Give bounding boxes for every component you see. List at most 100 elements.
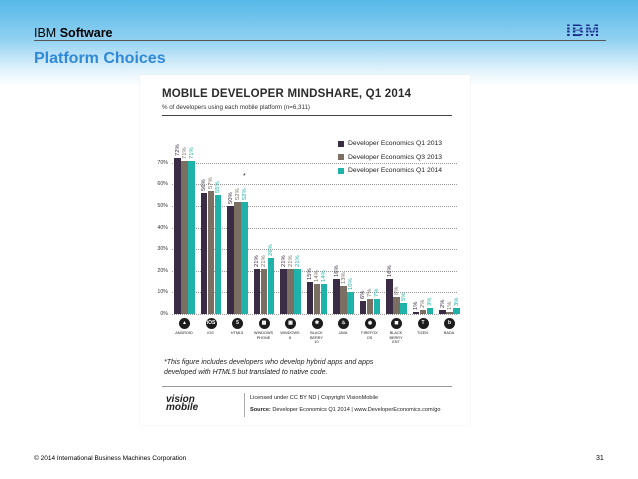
bar-value-label: 52% — [234, 188, 241, 200]
bar-value-label: 3% — [453, 297, 460, 306]
attribution-separator — [244, 393, 245, 417]
ibm-logo: IBM — [566, 21, 601, 40]
legend-swatch — [338, 140, 344, 147]
windows-phone-icon: ▦ — [258, 318, 270, 329]
bar-value-label: 1% — [413, 301, 419, 310]
category-label: WINDOWS 8 — [280, 331, 300, 340]
bar-value-label: 15% — [307, 267, 313, 280]
legend-label: Developer Economics Q1 2013 — [348, 140, 443, 148]
bar — [453, 307, 460, 314]
bar — [333, 279, 340, 314]
category-label: TIZEN — [417, 331, 428, 335]
windows-8-icon: ▦ — [285, 318, 296, 329]
category-label: BLACK BERRY 10 — [309, 331, 323, 344]
bar-value-label: 21% — [287, 255, 294, 267]
bar — [287, 268, 294, 314]
bar-value-label: 21% — [261, 255, 267, 267]
bar-value-label: 55% — [215, 181, 221, 194]
chart-title: MOBILE DEVELOPER MINDSHARE, Q1 2014 — [162, 88, 412, 100]
bar-value-label: 7% — [367, 288, 373, 297]
legend-swatch — [338, 167, 344, 174]
bar-value-label: 52% — [241, 188, 248, 200]
slide-header-band — [0, 0, 638, 86]
legend-item: Developer Economics Q1 2014 — [338, 164, 442, 178]
ios-icon: iOS — [205, 318, 217, 329]
bar-value-label: 26% — [268, 244, 274, 256]
bar — [241, 201, 248, 314]
bar-value-label: 6% — [360, 290, 366, 300]
chart-figure: MOBILE DEVELOPER MINDSHARE, Q1 2014 % of… — [140, 75, 470, 425]
bar-value-label: 2% — [439, 299, 446, 308]
bar — [393, 296, 400, 314]
bar-value-label: 10% — [347, 278, 354, 291]
bar — [366, 298, 373, 314]
blackberry-10-icon: ✱ — [311, 318, 323, 329]
bar — [188, 160, 195, 314]
slide-title: Platform Choices — [34, 50, 166, 67]
bar — [419, 309, 426, 314]
y-gridline — [172, 249, 457, 251]
y-tick-label: 40% — [157, 224, 168, 231]
bar — [181, 160, 188, 314]
category-label: BLACK BERRY ENT — [389, 331, 403, 344]
bar — [320, 283, 327, 314]
bar — [174, 158, 181, 314]
hybrid-annotation-label: 37% — [242, 218, 248, 231]
visionmobile-logo: vision mobile — [166, 395, 198, 413]
bar — [267, 257, 274, 314]
bar-value-label: 72% — [174, 144, 181, 157]
source-body: Developer Economics Q1 2014 | www.Develo… — [270, 407, 441, 413]
bar — [412, 311, 419, 314]
java-icon: ♨ — [338, 318, 349, 329]
copyright-notice: © 2014 International Business Machines C… — [34, 455, 187, 462]
y-gridline — [172, 270, 457, 273]
brand-bold: Software — [59, 26, 113, 40]
chart-legend: Developer Economics Q1 2013 Developer Eco… — [338, 137, 442, 178]
y-gridline — [172, 206, 457, 208]
brand-label: IBM Software — [34, 26, 113, 40]
license-text: Licensed under CC BY ND | Copyright Visi… — [250, 395, 379, 401]
y-tick-label: 50% — [157, 203, 168, 209]
bar-value-label: 21% — [280, 255, 287, 267]
y-tick-label: 30% — [157, 246, 168, 253]
bar — [347, 292, 354, 314]
bar — [227, 206, 234, 314]
bar — [386, 279, 393, 314]
chart-subtitle: % of developers using each mobile platfo… — [162, 104, 310, 111]
bar-value-label: 14% — [314, 270, 320, 282]
bar — [253, 268, 260, 314]
html5-icon: 5 — [232, 318, 243, 329]
bar-value-label: 56% — [201, 179, 207, 192]
footnote-rule — [162, 386, 452, 387]
legend-item: Developer Economics Q3 2013 — [338, 151, 442, 165]
bar-value-label: 8% — [393, 286, 400, 295]
bar-value-label: 71% — [181, 147, 188, 159]
y-tick-label: 60% — [157, 181, 168, 188]
source-prefix: Source: — [250, 407, 271, 413]
category-label: BADA — [443, 331, 455, 335]
bar — [214, 195, 221, 314]
category-label: HTML5 — [230, 331, 244, 335]
bar — [207, 190, 214, 314]
bar — [446, 311, 453, 314]
bar — [294, 268, 301, 314]
y-gridline — [172, 314, 457, 316]
bar — [400, 303, 407, 314]
bar-value-label: 16% — [386, 265, 393, 278]
category-label: FIREFOX OS — [361, 331, 378, 340]
y-tick-label: 70% — [157, 159, 168, 166]
bar-value-label: 13% — [340, 272, 347, 284]
y-tick-label: 20% — [157, 267, 168, 274]
bada-icon: b — [444, 318, 455, 329]
bar — [373, 298, 380, 314]
bar-value-label: 2% — [420, 299, 426, 308]
chart-footnote: *This figure includes developers who dev… — [164, 359, 374, 376]
legend-swatch — [338, 154, 344, 161]
category-label: iOS — [207, 331, 214, 335]
bar — [306, 281, 313, 314]
y-tick-label: 0% — [160, 311, 168, 317]
bar-value-label: 50% — [227, 192, 234, 204]
bar — [200, 193, 207, 314]
source-text: Source: Developer Economics Q1 2014 | ww… — [250, 407, 440, 413]
legend-item: Developer Economics Q1 2013 — [338, 137, 442, 151]
